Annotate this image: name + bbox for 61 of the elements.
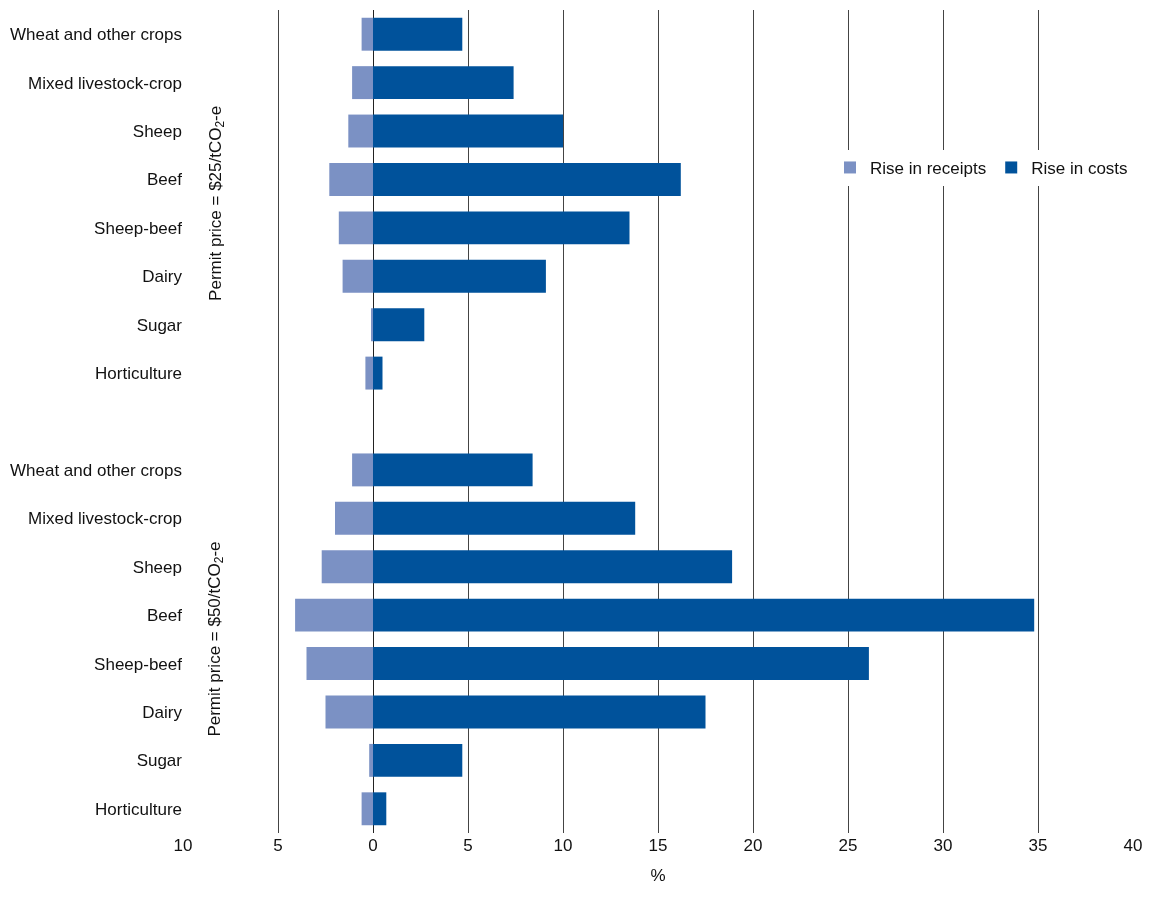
x-tick-label: 10: [553, 836, 573, 855]
y-tick-label: Dairy: [142, 702, 183, 722]
y-tick-label: Horticulture: [95, 799, 182, 819]
y-tick-label: Mixed livestock-crop: [28, 509, 182, 529]
bar: [352, 66, 373, 100]
bar: [348, 114, 373, 148]
x-axis-title: %: [650, 866, 666, 886]
x-tick-label: 35: [1028, 836, 1048, 855]
bar: [373, 66, 514, 100]
y-tick-label: Sheep-beef: [94, 654, 183, 674]
y-tick-label: Wheat and other crops: [10, 460, 182, 480]
x-tick-label: 25: [838, 836, 858, 855]
bar: [335, 501, 373, 535]
bar: [373, 501, 636, 535]
bar: [373, 598, 1035, 632]
bar: [373, 647, 869, 681]
x-tick-label: 0: [368, 836, 378, 855]
bar: [365, 356, 373, 390]
x-tick-label: 20: [743, 836, 763, 855]
y-tick-label: Sheep-beef: [94, 218, 183, 238]
x-tick-label: 5: [463, 836, 473, 855]
legend-label: Rise in receipts: [870, 159, 987, 179]
bar: [361, 17, 373, 51]
y-tick-label: Sugar: [136, 751, 183, 771]
legend-label: Rise in costs: [1031, 159, 1128, 179]
x-tick-label: 40: [1123, 836, 1143, 855]
y-tick-label: Beef: [147, 170, 183, 190]
bar: [373, 453, 533, 487]
x-tick-label: 15: [648, 836, 668, 855]
y-tick-label: Mixed livestock-crop: [28, 73, 182, 93]
y-tick-label: Beef: [147, 606, 183, 626]
bar: [373, 743, 463, 777]
y-tick-label: Sheep: [132, 557, 182, 577]
y-tick-label: Sheep: [132, 121, 182, 141]
bar: [373, 792, 387, 826]
bar: [352, 453, 373, 487]
bar: [329, 162, 373, 196]
y-tick-label: Sugar: [136, 315, 183, 335]
y-tick-label: Wheat and other crops: [10, 25, 182, 45]
bar: [373, 308, 425, 342]
bar: [338, 211, 373, 245]
bar: [373, 259, 546, 293]
bar: [373, 211, 630, 245]
bar: [373, 162, 681, 196]
bar: [361, 792, 373, 826]
bar: [295, 598, 373, 632]
bar: [373, 17, 463, 51]
y-tick-label: Dairy: [142, 267, 183, 287]
bar: [373, 114, 563, 148]
x-tick-label: 30: [933, 836, 953, 855]
bar: [306, 647, 373, 681]
bar: [369, 743, 373, 777]
bar: [325, 695, 373, 729]
x-tick-label: 5: [273, 836, 283, 855]
bar: [373, 356, 383, 390]
bar: [342, 259, 373, 293]
bar: [373, 695, 706, 729]
bar: [373, 550, 733, 584]
bar: [321, 550, 373, 584]
x-tick-label: 10: [173, 836, 193, 855]
y-tick-label: Horticulture: [95, 364, 182, 384]
